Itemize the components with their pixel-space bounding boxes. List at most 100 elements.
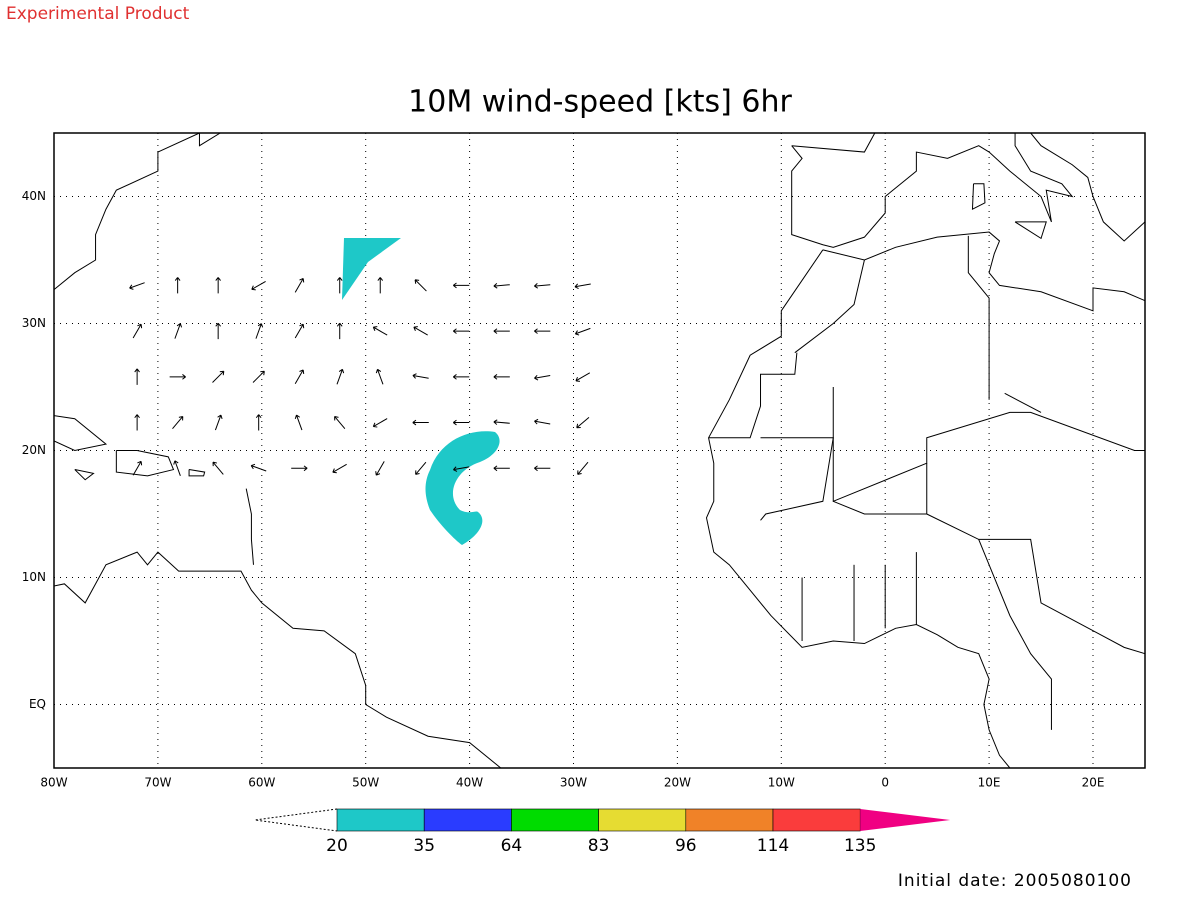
lon-label: 0 <box>881 776 889 790</box>
coastline <box>791 133 876 153</box>
coastline <box>822 231 1145 312</box>
wind-arrow <box>493 374 510 380</box>
coastline <box>54 133 200 388</box>
wind-arrow <box>534 418 551 425</box>
coastline <box>115 450 175 477</box>
shade-area <box>425 431 500 545</box>
colorbar-box <box>511 808 599 832</box>
wind-arrow <box>291 465 308 472</box>
coastline <box>54 551 502 768</box>
wind-arrow <box>134 368 140 385</box>
coastline <box>971 183 986 211</box>
initial-date: Initial date: 2005080100 <box>898 871 1132 891</box>
wind-arrow <box>452 374 470 380</box>
coastline <box>794 259 865 354</box>
lon-label: 50W <box>352 776 379 790</box>
colorbar-label: 20 <box>326 836 348 856</box>
wind-arrow <box>250 463 267 472</box>
colorbar-box <box>336 808 425 832</box>
wind-arrow <box>132 460 143 476</box>
wind-arrow <box>215 277 221 294</box>
map-frame <box>53 132 1146 769</box>
coastline <box>833 463 928 515</box>
lat-label: 40N <box>22 189 46 203</box>
lat-label: 20N <box>22 443 46 457</box>
wind-arrow <box>377 277 384 294</box>
wind-arrow <box>534 283 551 289</box>
wind-arrow <box>574 283 591 290</box>
wind-arrow <box>169 374 186 380</box>
wind-arrow <box>334 415 346 430</box>
colorbar-box <box>598 808 687 832</box>
wind-arrow <box>534 374 551 381</box>
wind-arrow <box>336 368 345 385</box>
lon-label: 60W <box>248 776 275 790</box>
coastline <box>708 352 798 439</box>
colorbar-label: 35 <box>413 836 435 856</box>
colorbar-label: 64 <box>501 836 523 856</box>
wind-arrow <box>414 279 427 292</box>
coastlines <box>54 133 1145 768</box>
lon-label: 40W <box>456 776 483 790</box>
wind-arrow <box>452 419 470 426</box>
wind-arrow <box>294 369 305 385</box>
colorbar-label: 83 <box>588 836 610 856</box>
wind-arrow <box>173 460 181 476</box>
map-title: 10M wind-speed [kts] 6hr <box>408 85 792 120</box>
wind-arrow <box>172 415 184 430</box>
shade-area <box>342 238 401 300</box>
wind-arrow <box>132 323 143 339</box>
coastline <box>1004 392 1042 413</box>
wind-arrow <box>493 419 510 425</box>
wind-arrow <box>134 414 140 431</box>
wind-arrow <box>129 282 145 290</box>
wind-arrow <box>332 463 347 474</box>
wind-arrow <box>534 328 551 334</box>
graticule: 80W 70W 60W 50W 40W 30W 20W 10W 0 10E 20E 40N 30N 20N… <box>22 133 1145 790</box>
coastline <box>74 469 95 481</box>
wind-arrow <box>413 326 428 336</box>
lat-label: 10N <box>22 570 46 584</box>
wind-arrow <box>534 465 551 472</box>
colorbar-label: 114 <box>757 836 789 856</box>
coastline <box>791 133 1145 248</box>
coastline <box>978 539 1052 730</box>
coastline <box>832 387 1145 503</box>
lat-label: EQ <box>29 697 46 711</box>
wind-arrow <box>453 466 470 472</box>
wind-arrow <box>336 277 343 294</box>
colorbar-box <box>423 808 512 832</box>
wind-arrow <box>372 326 388 336</box>
wind-arrow <box>493 283 510 289</box>
coastline <box>926 513 1145 655</box>
wind-arrow <box>375 461 385 476</box>
lon-label: 10E <box>978 776 1001 790</box>
wind-arrow <box>174 277 181 294</box>
coastline <box>760 437 834 521</box>
wind-arrow <box>174 323 183 339</box>
coastline <box>967 235 990 400</box>
colorbar-label: 135 <box>844 836 876 856</box>
wind-vectors <box>129 277 591 476</box>
wind-arrow <box>493 328 510 334</box>
colorbar-box <box>772 808 861 832</box>
wind-arrow <box>452 328 470 334</box>
wind-arrow <box>575 372 591 382</box>
colorbar-box <box>685 808 774 832</box>
wind-shading <box>342 238 500 545</box>
wind-arrow <box>255 414 262 431</box>
wind-arrow <box>294 323 305 339</box>
coastline <box>54 415 108 452</box>
wind-arrow <box>415 461 427 475</box>
wind-arrow <box>336 322 343 340</box>
wind-arrow <box>212 370 225 383</box>
wind-arrow <box>294 278 305 293</box>
wind-arrow <box>452 282 470 289</box>
colorbar: 20 35 64 83 96 114 135 <box>254 808 951 856</box>
wind-arrow <box>375 368 384 385</box>
coastline <box>198 133 222 147</box>
coastline <box>705 249 1011 768</box>
coastline <box>188 469 206 477</box>
wind-arrow <box>574 327 591 336</box>
wind-arrow <box>412 419 429 426</box>
